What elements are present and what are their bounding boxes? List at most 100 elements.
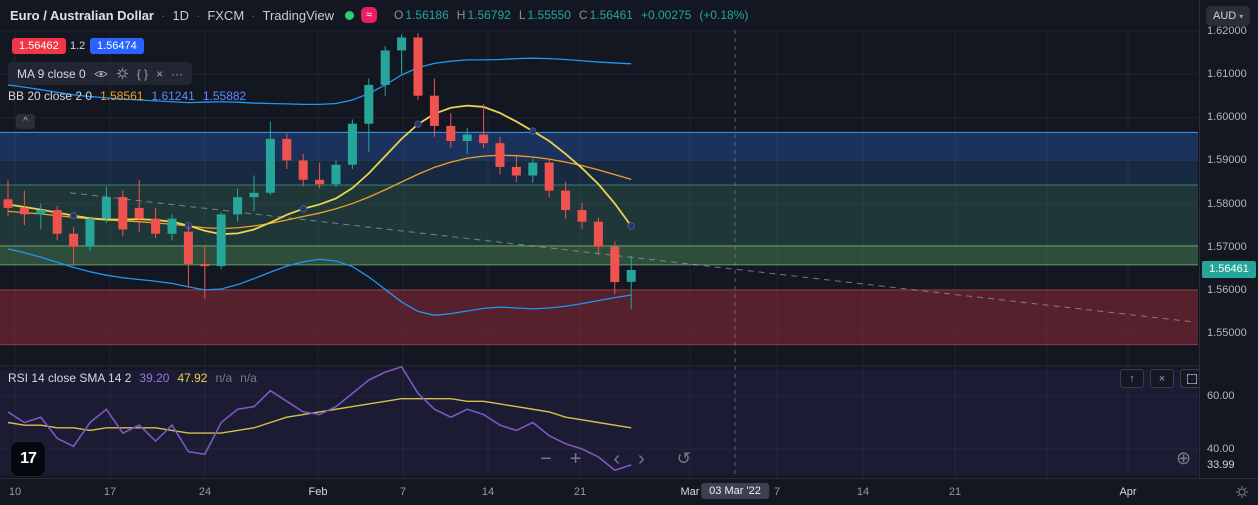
separator: ·	[195, 7, 201, 23]
bollinger-lower-line[interactable]	[7, 248, 632, 316]
maximize-icon	[1187, 373, 1197, 384]
change-percent: (+0.18%)	[699, 8, 749, 22]
time-axis[interactable]: 10 17 24 Feb 7 14 21 Mar 7 14 21 Apr 03 Mar '22	[0, 478, 1258, 505]
wave-icon[interactable]: ≈	[361, 7, 378, 23]
rsi-axis-label: 60.00	[1207, 390, 1235, 402]
ma-indicator-title[interactable]: MA 9 close 0	[17, 66, 86, 81]
market-status-dot-icon	[345, 10, 355, 20]
rsi-ma-value: 47.92	[177, 371, 208, 385]
close-label: C	[578, 8, 588, 22]
ma-point-marker[interactable]	[529, 127, 537, 135]
candle	[134, 207, 144, 219]
last-price-badge: 1.56461	[1202, 260, 1256, 278]
bb-indicator-title[interactable]: BB 20 close 2 0	[8, 89, 93, 103]
candle	[298, 160, 308, 180]
price-axis-label: 1.59000	[1207, 154, 1247, 167]
rsi-indicator-title[interactable]: RSI 14 close SMA 14 2	[8, 371, 132, 385]
rsi-last-value: 33.99	[1207, 458, 1235, 471]
low-label: L	[518, 8, 526, 22]
ma-point-marker[interactable]	[414, 120, 422, 128]
candle	[347, 123, 357, 165]
gear-icon[interactable]	[116, 67, 129, 80]
candle	[118, 197, 128, 230]
candle	[528, 162, 538, 176]
candles[interactable]	[3, 33, 636, 310]
ma-point-marker[interactable]	[627, 222, 635, 230]
bb-lower-value: 1.55882	[202, 89, 247, 103]
time-axis-label: 21	[573, 486, 587, 498]
candle	[85, 218, 95, 247]
trendline[interactable]	[69, 192, 1197, 323]
price-axis-label: 1.57000	[1207, 240, 1247, 253]
grid-lines	[0, 30, 1198, 478]
reset-chart-button[interactable]: ↺	[676, 449, 691, 468]
interval-selector[interactable]: 1D	[172, 7, 189, 23]
candle	[462, 134, 472, 142]
price-axis-label: 1.55000	[1207, 327, 1247, 339]
candlestick-chart[interactable]	[0, 0, 1198, 478]
price-zone	[0, 160, 1198, 186]
candle	[233, 197, 243, 215]
rsi-line[interactable]	[7, 365, 632, 472]
maximize-pane-button[interactable]	[1180, 369, 1204, 388]
eye-icon[interactable]	[93, 69, 108, 79]
chart-header: Euro / Australian Dollar · 1D · FXCM · T…	[0, 0, 1208, 30]
candle	[380, 50, 390, 85]
time-axis-label: Mar	[680, 486, 700, 498]
tradingview-logo[interactable]: 17	[10, 441, 46, 477]
add-alert-button[interactable]: ⊕	[1176, 448, 1192, 468]
candle	[429, 95, 439, 126]
ma9-line[interactable]	[7, 104, 632, 236]
axis-settings-gear-icon[interactable]	[1235, 485, 1249, 504]
more-options-icon[interactable]: ···	[171, 66, 184, 81]
candle	[413, 37, 423, 96]
close-pane-button[interactable]: ×	[1150, 369, 1174, 388]
candle	[183, 231, 193, 264]
sell-price-badge[interactable]: 1.56462	[12, 38, 66, 54]
candle	[167, 218, 177, 234]
exchange-label[interactable]: FXCM	[207, 7, 245, 23]
source-code-icon[interactable]: { }	[136, 66, 149, 81]
ma-indicator-legend[interactable]: MA 9 close 0 { } × ···	[8, 62, 193, 85]
ma-point-marker[interactable]	[299, 205, 307, 213]
rsi-indicator-legend[interactable]: RSI 14 close SMA 14 2 39.20 47.92 n/a n/…	[8, 371, 257, 385]
price-axis-label: 1.56000	[1207, 283, 1247, 296]
chart-navigation-toolbar: − + ‹ › ↺	[540, 446, 691, 472]
open-label: O	[394, 8, 404, 22]
collapse-legend-button[interactable]: ^	[16, 114, 35, 129]
time-axis-label: Feb	[308, 486, 328, 498]
candle	[626, 269, 636, 282]
separator: ·	[251, 7, 256, 23]
price-zone	[0, 245, 1198, 265]
low-value: 1.55550	[527, 8, 571, 22]
candle	[19, 207, 29, 215]
scroll-left-button[interactable]: ‹	[613, 448, 621, 470]
change-value: +0.00275	[640, 8, 692, 22]
high-value: 1.56792	[467, 8, 511, 22]
separator: ·	[161, 7, 166, 23]
rsi-lower-band-value: n/a	[240, 371, 257, 385]
zoom-in-button[interactable]: +	[569, 448, 582, 470]
time-axis-label: 7	[399, 486, 407, 498]
time-axis-label: 14	[856, 486, 870, 498]
price-zones[interactable]	[0, 131, 1198, 346]
candle	[479, 134, 489, 144]
scroll-right-button[interactable]: ›	[638, 448, 645, 470]
bollinger-upper-line[interactable]	[7, 57, 632, 105]
ma-point-marker[interactable]	[69, 211, 78, 220]
currency-selector[interactable]: AUD ▾	[1206, 6, 1251, 26]
rsi-pane-controls: ↑ ×	[1120, 369, 1204, 388]
price-axis[interactable]: AUD ▾ 1.56461 1.62000 1.61000 1.60000 1.590…	[1199, 0, 1258, 478]
close-icon[interactable]: ×	[156, 66, 164, 81]
move-pane-up-button[interactable]: ↑	[1120, 369, 1144, 388]
candle	[561, 190, 571, 211]
bb-indicator-legend[interactable]: BB 20 close 2 0 1.58561 1.61241 1.55882	[8, 89, 246, 103]
time-axis-label: 10	[8, 486, 22, 498]
symbol-title[interactable]: Euro / Australian Dollar	[10, 7, 154, 23]
rsi-ma-line[interactable]	[7, 397, 632, 434]
buy-price-badge[interactable]: 1.56474	[90, 38, 144, 54]
candle	[577, 210, 587, 222]
zoom-out-button[interactable]: −	[540, 448, 552, 470]
close-value: 1.56461	[589, 8, 633, 22]
